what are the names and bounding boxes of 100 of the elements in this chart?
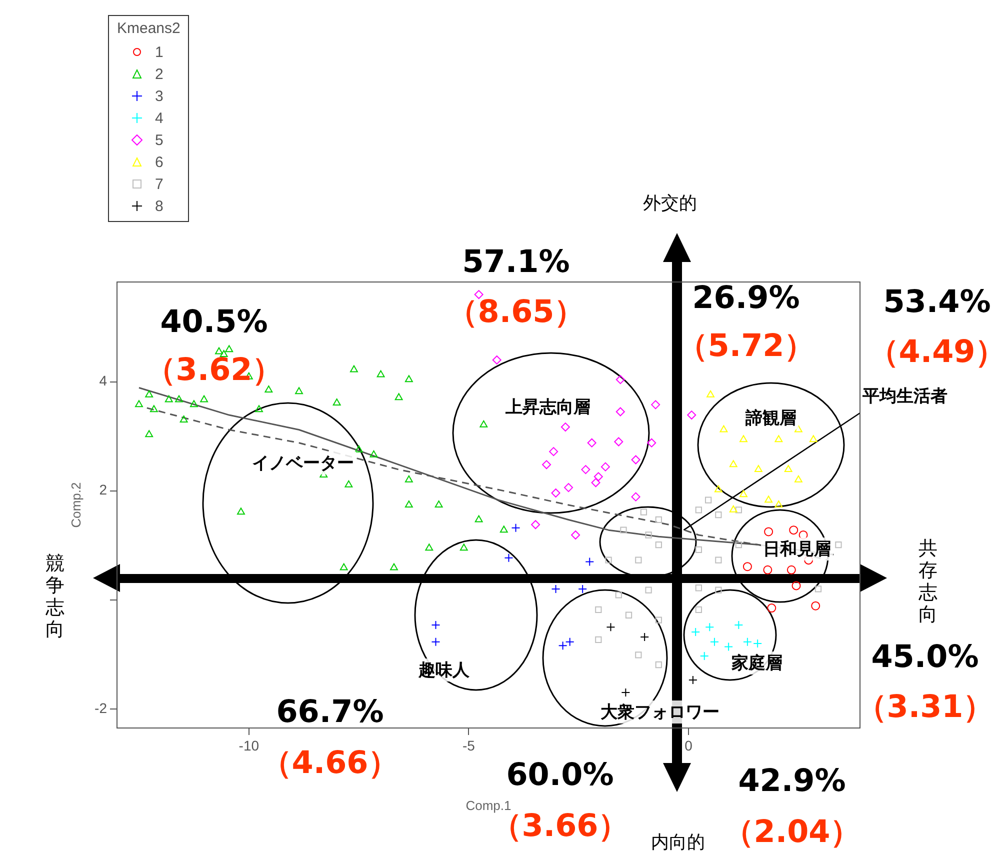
point bbox=[740, 490, 748, 498]
point bbox=[344, 480, 353, 488]
point bbox=[655, 661, 662, 668]
point bbox=[614, 437, 624, 446]
point bbox=[145, 430, 154, 438]
point bbox=[835, 541, 842, 548]
point bbox=[237, 508, 245, 515]
annotation: 上昇志向層 bbox=[504, 396, 592, 418]
point bbox=[724, 642, 734, 652]
point bbox=[742, 637, 752, 646]
text: （4.66） bbox=[260, 744, 400, 783]
y-tick-label: 2 bbox=[99, 482, 108, 498]
point bbox=[809, 435, 818, 442]
point bbox=[600, 462, 610, 472]
point bbox=[742, 562, 752, 572]
point bbox=[729, 505, 738, 512]
point bbox=[175, 395, 183, 402]
point bbox=[474, 515, 483, 522]
point bbox=[774, 500, 783, 508]
annotation: 日和見層 bbox=[761, 538, 833, 560]
point bbox=[542, 460, 552, 470]
point bbox=[500, 526, 508, 533]
point bbox=[560, 422, 570, 432]
point bbox=[625, 612, 632, 618]
point bbox=[571, 530, 580, 540]
point bbox=[564, 483, 574, 492]
point bbox=[645, 586, 652, 594]
point bbox=[578, 584, 588, 594]
point bbox=[655, 616, 662, 624]
point bbox=[190, 400, 198, 408]
annotation: 平均生活者 bbox=[860, 384, 950, 408]
point bbox=[225, 345, 234, 352]
point bbox=[621, 688, 630, 698]
point bbox=[647, 438, 656, 448]
point bbox=[220, 350, 228, 358]
point bbox=[651, 400, 660, 410]
text: 共存志向 bbox=[918, 537, 938, 626]
annotation: 26.9% bbox=[692, 280, 800, 316]
point bbox=[595, 606, 602, 614]
legend-label: 8 bbox=[155, 198, 164, 214]
y-tick-label: 4 bbox=[99, 372, 108, 389]
point bbox=[264, 385, 273, 392]
point bbox=[390, 563, 398, 570]
annotation: 趣味人 bbox=[416, 658, 472, 682]
point bbox=[587, 438, 596, 448]
point bbox=[764, 527, 774, 536]
point bbox=[734, 620, 744, 630]
point bbox=[200, 395, 208, 402]
point bbox=[789, 526, 798, 535]
point bbox=[635, 556, 642, 564]
point bbox=[595, 636, 602, 643]
point bbox=[551, 584, 560, 594]
point bbox=[431, 637, 440, 646]
point bbox=[350, 365, 358, 372]
point bbox=[565, 637, 574, 646]
legend-label: 6 bbox=[155, 154, 164, 170]
point bbox=[688, 676, 698, 685]
point bbox=[786, 565, 796, 574]
point bbox=[691, 628, 700, 637]
x-tick-label: -5 bbox=[462, 737, 476, 754]
point bbox=[434, 500, 443, 508]
point bbox=[180, 415, 188, 422]
point bbox=[700, 652, 709, 661]
point bbox=[784, 465, 792, 472]
point bbox=[474, 290, 484, 300]
point bbox=[551, 488, 560, 498]
point bbox=[215, 347, 223, 354]
point bbox=[616, 407, 625, 416]
point bbox=[631, 492, 640, 502]
point bbox=[763, 565, 772, 574]
point bbox=[332, 398, 341, 406]
legend-label: 1 bbox=[155, 44, 164, 60]
point bbox=[764, 496, 773, 503]
annotation: 40.5% bbox=[160, 304, 268, 340]
point bbox=[704, 496, 712, 504]
point bbox=[794, 425, 802, 432]
point bbox=[655, 516, 662, 524]
point bbox=[370, 450, 378, 458]
y-tick-label: -2 bbox=[94, 700, 108, 716]
point bbox=[754, 465, 762, 472]
point bbox=[695, 606, 702, 614]
point bbox=[354, 445, 363, 452]
point bbox=[735, 506, 742, 514]
point bbox=[640, 508, 648, 516]
point bbox=[404, 475, 413, 482]
point bbox=[404, 375, 413, 382]
point bbox=[720, 425, 728, 432]
text: 45.0% bbox=[871, 639, 979, 675]
point bbox=[135, 400, 143, 408]
point bbox=[715, 556, 722, 564]
text: 53.4% bbox=[883, 284, 991, 320]
point bbox=[255, 405, 263, 412]
point bbox=[531, 520, 540, 530]
point bbox=[705, 622, 714, 632]
point bbox=[635, 652, 642, 658]
point bbox=[431, 620, 440, 630]
point bbox=[729, 460, 738, 468]
point bbox=[645, 532, 652, 538]
legend-label: 5 bbox=[155, 132, 164, 148]
text: 60.0% bbox=[506, 757, 614, 793]
